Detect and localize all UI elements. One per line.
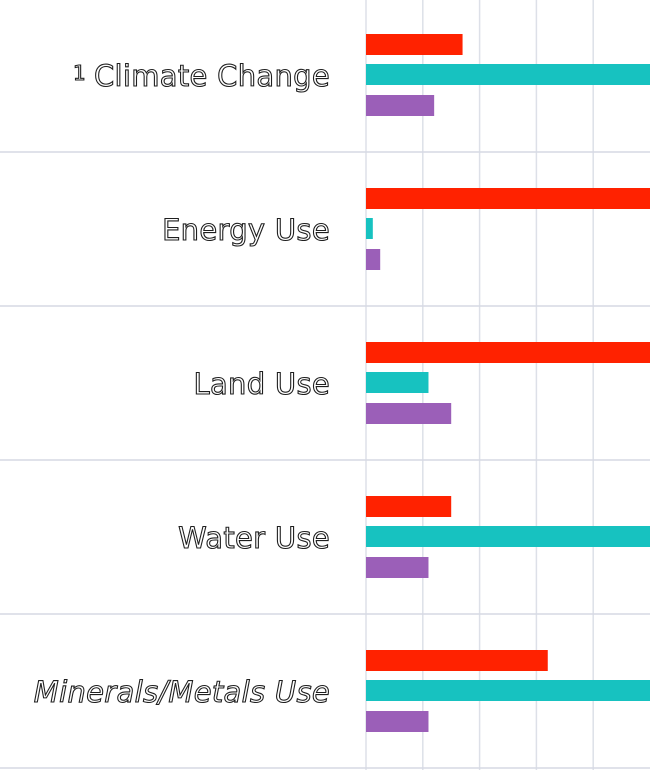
gridlines <box>365 0 594 770</box>
bar <box>366 557 429 578</box>
category-label: Climate Change <box>94 59 330 93</box>
bar <box>366 526 650 547</box>
bar <box>366 218 373 239</box>
bar <box>366 34 463 55</box>
bar <box>366 372 429 393</box>
bar <box>366 650 548 671</box>
category-label: Energy Use <box>162 213 330 247</box>
category-label: Land Use <box>193 367 330 401</box>
bar <box>366 403 452 424</box>
bar <box>366 342 650 363</box>
bars <box>366 34 650 732</box>
bar <box>366 711 429 732</box>
category-label: Minerals/Metals Use <box>34 675 330 709</box>
bar <box>366 249 381 270</box>
category-label-marker: 1 <box>73 61 86 85</box>
bar <box>366 496 452 517</box>
category-label: Water Use <box>178 521 330 555</box>
bar <box>366 680 650 701</box>
category-labels: Climate Change Energy Use Land Use Water Us… <box>33 58 330 709</box>
bar <box>366 64 650 85</box>
bar <box>366 188 650 209</box>
bar <box>366 95 435 116</box>
row-separators <box>0 151 650 769</box>
